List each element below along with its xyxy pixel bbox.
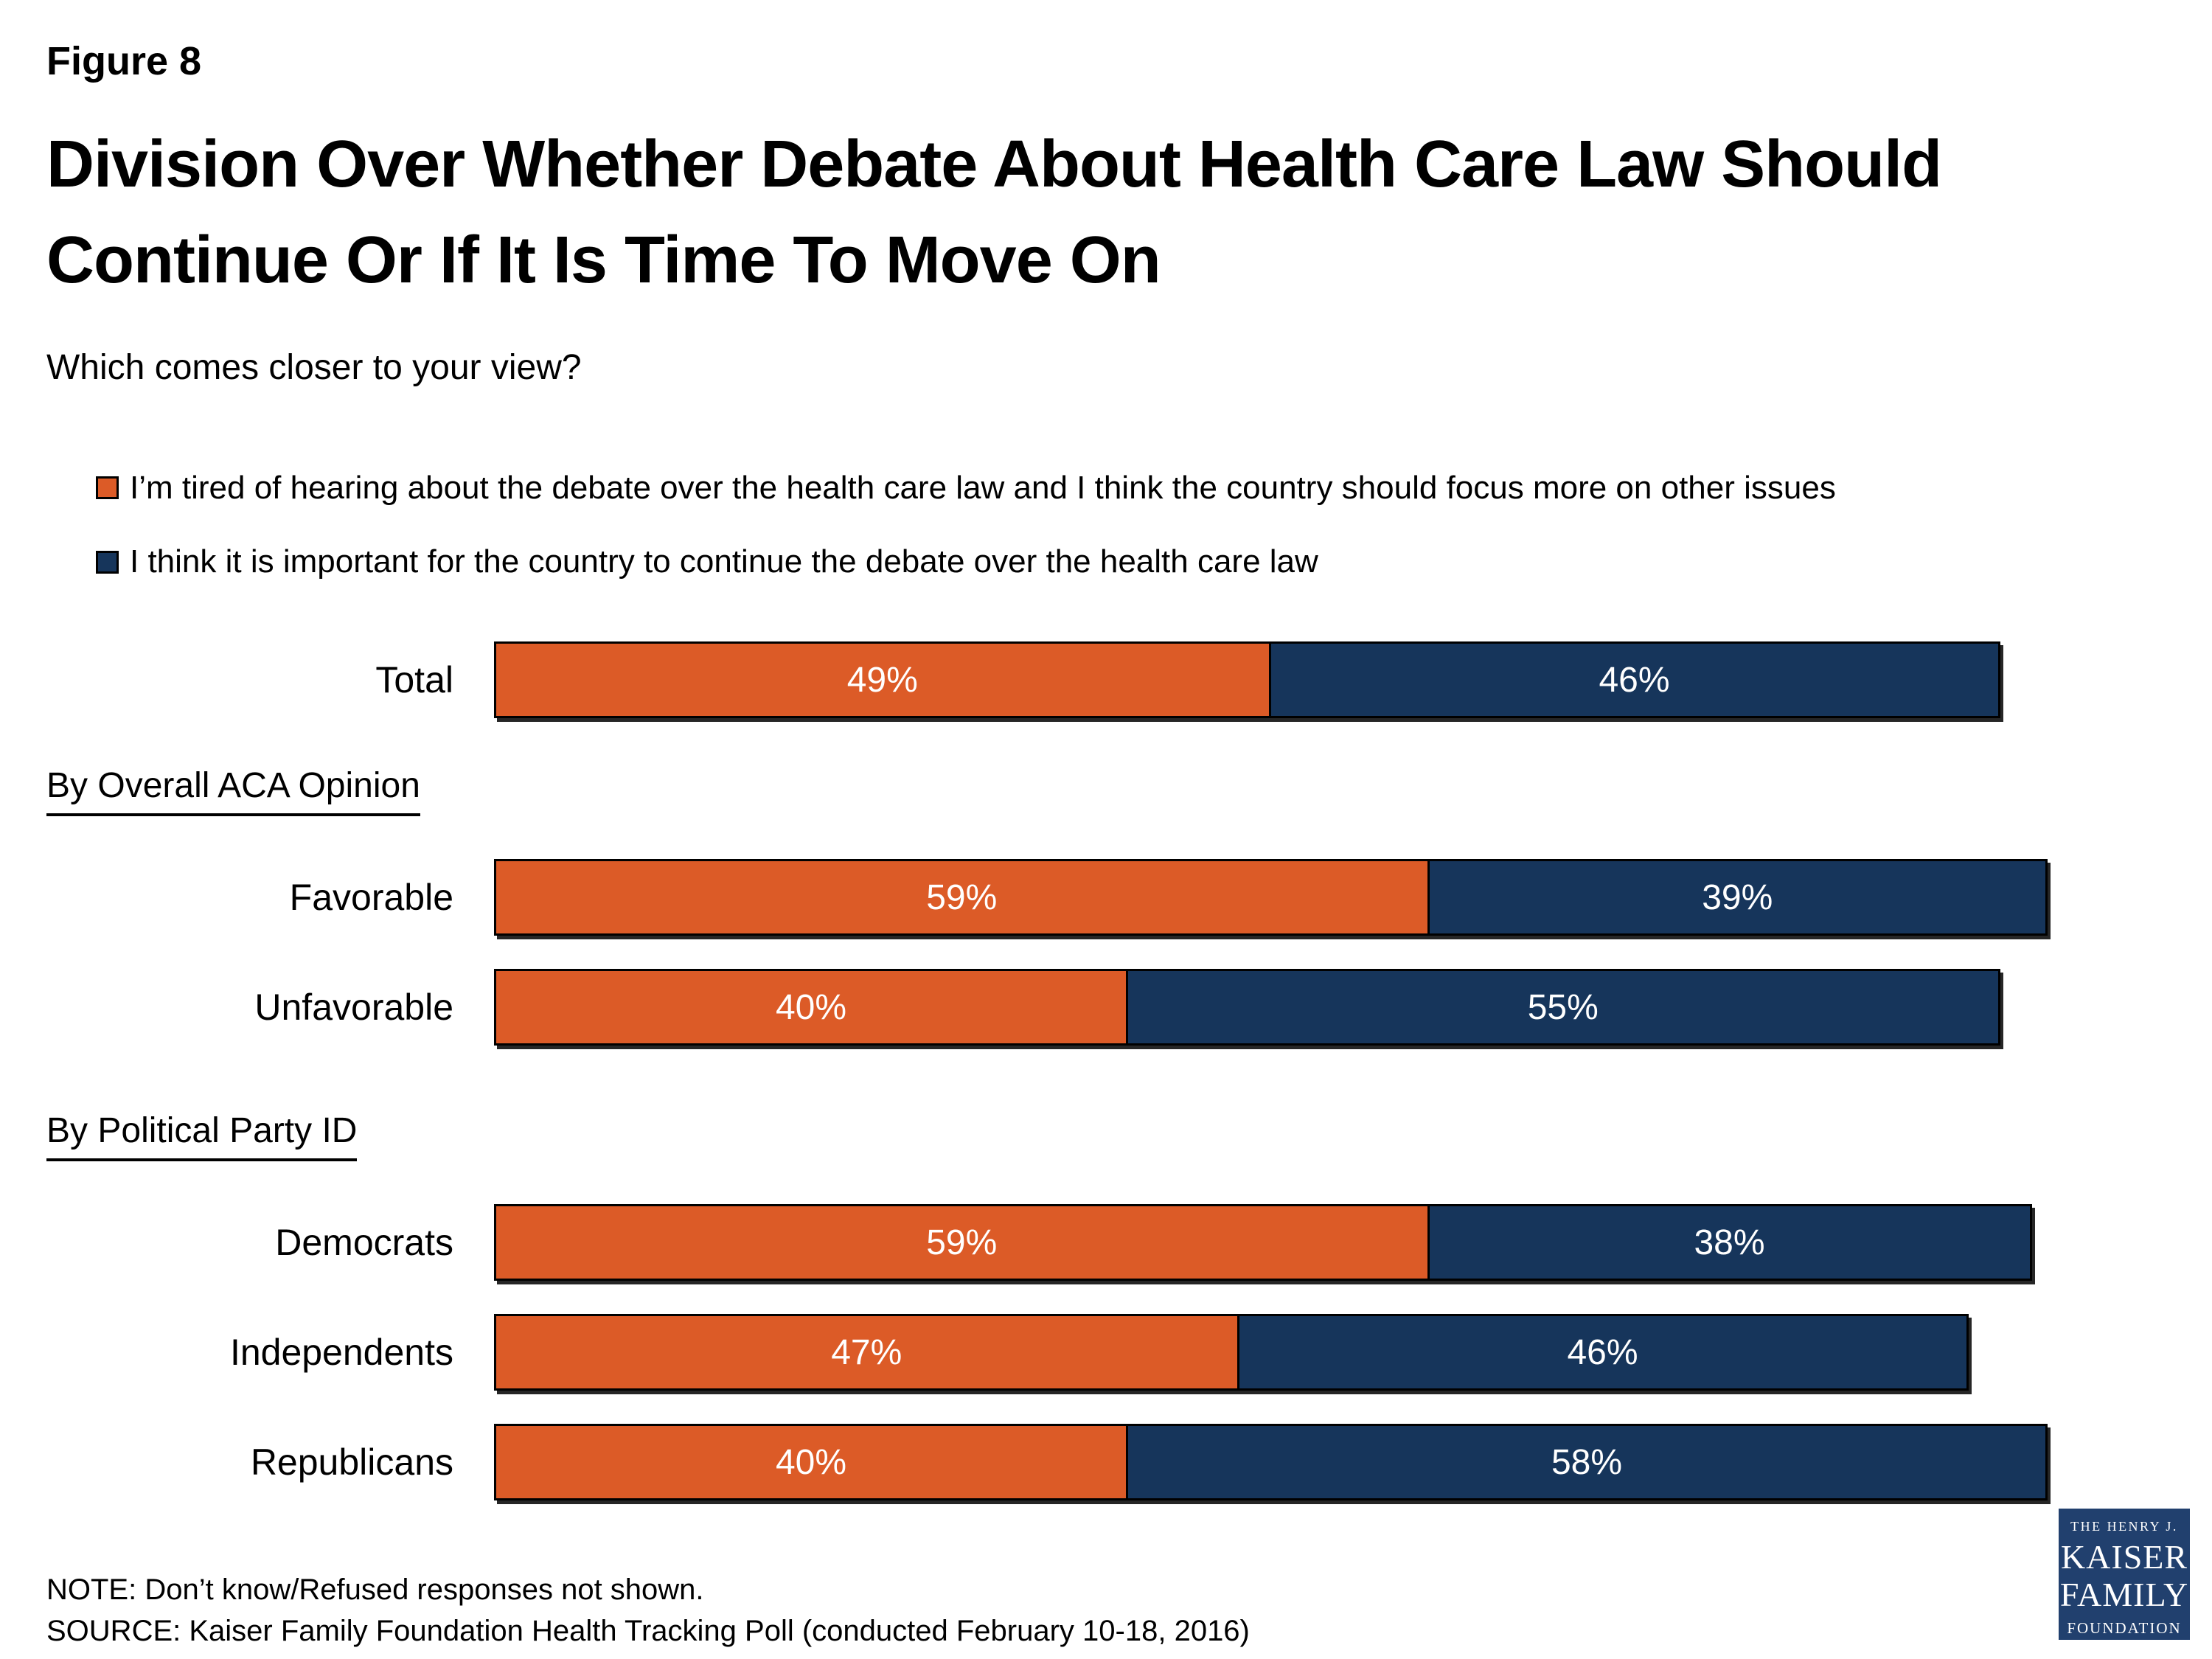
bar-row-democrats: Democrats 59% 38% — [46, 1204, 2183, 1281]
page-title-line-2: Continue Or If It Is Time To Move On — [46, 223, 1161, 298]
chart-subtitle: Which comes closer to your view? — [46, 347, 582, 387]
chart-legend: I’m tired of hearing about the debate ov… — [96, 470, 2183, 580]
stacked-bar-democrats: 59% 38% — [494, 1204, 2032, 1281]
section-header-aca-opinion: By Overall ACA Opinion — [46, 765, 2183, 817]
segment-value-label: 38% — [1694, 1222, 1765, 1262]
bar-segment-continue: 38% — [1429, 1204, 2032, 1281]
segment-value-label: 40% — [775, 987, 847, 1027]
row-label-unfavorable: Unfavorable — [254, 987, 453, 1029]
bar-segment-tired: 49% — [494, 641, 1271, 719]
legend-item-tired: I’m tired of hearing about the debate ov… — [96, 470, 2183, 506]
row-label-total: Total — [375, 659, 453, 701]
figure-label: Figure 8 — [46, 39, 202, 83]
logo-kaiser-text: KAISER — [2060, 1538, 2188, 1576]
bar-row-republicans: Republicans 40% 58% — [46, 1424, 2183, 1501]
kff-logo: THE HENRY J. KAISER FAMILY FOUNDATION — [2059, 1509, 2190, 1640]
segment-value-label: 39% — [1702, 877, 1773, 917]
bar-segment-tired: 40% — [494, 969, 1128, 1046]
stacked-bar-independents: 47% 46% — [494, 1314, 1969, 1391]
bar-segment-continue: 58% — [1128, 1424, 2048, 1501]
page-title: Division Over Whether Debate About Healt… — [46, 116, 2183, 309]
stacked-bar-total: 49% 46% — [494, 641, 2000, 719]
logo-henry-j-text: THE HENRY J. — [2070, 1519, 2178, 1534]
bar-segment-continue: 46% — [1239, 1314, 1969, 1391]
segment-value-label: 59% — [926, 1222, 998, 1262]
segment-value-label: 46% — [1567, 1332, 1638, 1372]
source-text: SOURCE: Kaiser Family Foundation Health … — [46, 1614, 1250, 1647]
bar-segment-continue: 55% — [1128, 969, 2000, 1046]
legend-label-continue: I think it is important for the country … — [130, 543, 1318, 580]
row-label-democrats: Democrats — [275, 1222, 453, 1264]
bar-segment-continue: 46% — [1270, 641, 2000, 719]
bar-row-unfavorable: Unfavorable 40% 55% — [46, 969, 2183, 1046]
bar-segment-continue: 39% — [1429, 859, 2048, 936]
stacked-bar-unfavorable: 40% 55% — [494, 969, 2000, 1046]
footnotes: NOTE: Don’t know/Refused responses not s… — [46, 1570, 2183, 1651]
legend-label-tired: I’m tired of hearing about the debate ov… — [130, 469, 1836, 506]
stacked-bar-chart: Total 49% 46% By Overall ACA Opinion Fav… — [46, 641, 2183, 1501]
segment-value-label: 47% — [831, 1332, 902, 1372]
logo-family-text: FAMILY — [2059, 1575, 2189, 1613]
logo-foundation-text: FOUNDATION — [2067, 1618, 2182, 1637]
stacked-bar-republicans: 40% 58% — [494, 1424, 2048, 1501]
bar-segment-tired: 59% — [494, 1204, 1430, 1281]
segment-value-label: 59% — [926, 877, 998, 917]
bar-segment-tired: 47% — [494, 1314, 1239, 1391]
segment-value-label: 46% — [1599, 660, 1670, 700]
section-header-party-id: By Political Party ID — [46, 1110, 2183, 1162]
segment-value-label: 40% — [775, 1442, 847, 1482]
bar-row-independents: Independents 47% 46% — [46, 1314, 2183, 1391]
segment-value-label: 49% — [846, 660, 918, 700]
segment-value-label: 58% — [1551, 1442, 1623, 1482]
row-label-favorable: Favorable — [289, 877, 453, 919]
stacked-bar-favorable: 59% 39% — [494, 859, 2048, 936]
bar-segment-tired: 40% — [494, 1424, 1128, 1501]
legend-item-continue: I think it is important for the country … — [96, 543, 2183, 580]
bar-segment-tired: 59% — [494, 859, 1430, 936]
page-title-line-1: Division Over Whether Debate About Healt… — [46, 127, 1942, 201]
row-label-independents: Independents — [229, 1332, 453, 1374]
legend-swatch-navy-icon — [96, 550, 119, 574]
bar-row-favorable: Favorable 59% 39% — [46, 859, 2183, 936]
row-label-republicans: Republicans — [250, 1441, 453, 1484]
segment-value-label: 55% — [1527, 987, 1599, 1027]
legend-swatch-orange-icon — [96, 476, 119, 500]
bar-row-total: Total 49% 46% — [46, 641, 2183, 719]
note-text: NOTE: Don’t know/Refused responses not s… — [46, 1573, 704, 1607]
